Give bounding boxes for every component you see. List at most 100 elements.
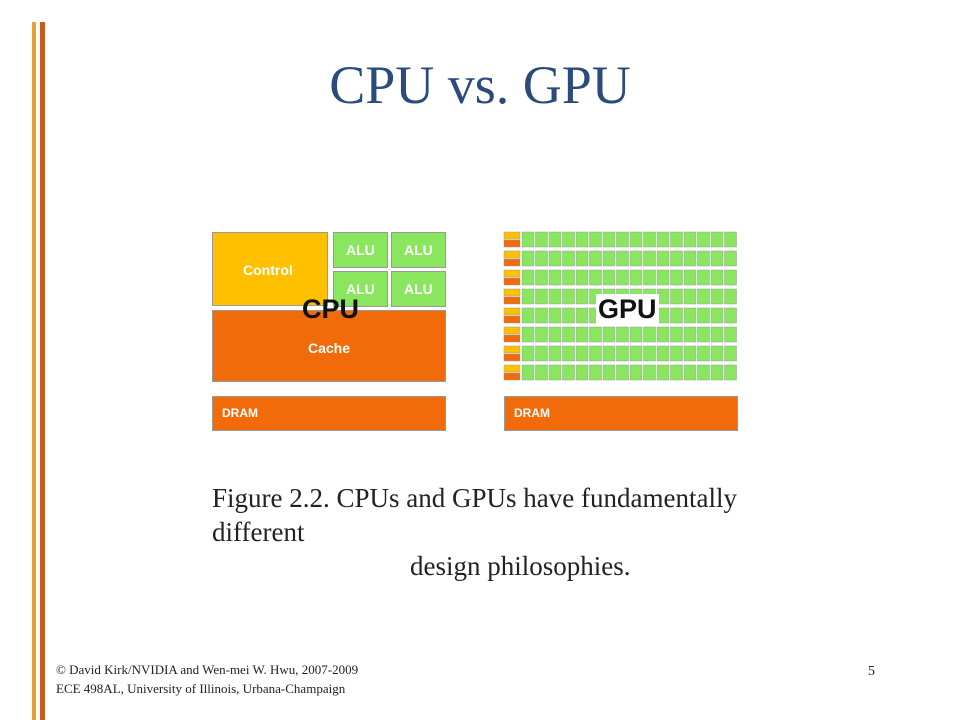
gpu-alu-cell	[602, 231, 616, 248]
gpu-dram-block: DRAM	[504, 396, 738, 431]
gpu-alu-cell	[521, 307, 535, 324]
gpu-alu-cell	[575, 326, 589, 343]
cpu-control-block: Control	[212, 232, 328, 306]
gpu-alu-cell	[710, 288, 724, 305]
gpu-alu-cell	[697, 288, 710, 305]
cpu-alu-label: ALU	[346, 281, 375, 297]
gpu-alu-cell	[548, 250, 562, 267]
gpu-alu-cell	[697, 345, 710, 362]
gpu-alu-cell	[535, 231, 548, 248]
gpu-alu-cell	[670, 269, 683, 286]
gpu-alu-cell	[535, 269, 548, 286]
gpu-alu-cell	[562, 345, 575, 362]
cpu-alu-block: ALU	[333, 271, 388, 307]
gpu-alu-cell	[589, 345, 602, 362]
footer: © David Kirk/NVIDIA and Wen-mei W. Hwu, …	[56, 660, 358, 698]
cpu-alu-label: ALU	[404, 242, 433, 258]
gpu-alu-cell	[656, 307, 670, 324]
gpu-alu-cell	[656, 326, 670, 343]
gpu-alu-cell	[643, 345, 656, 362]
gpu-alu-cell	[697, 326, 710, 343]
cpu-control-label: Control	[243, 262, 293, 278]
gpu-cache-cell	[503, 315, 521, 324]
gpu-alu-cell	[670, 250, 683, 267]
gpu-alu-cell	[562, 288, 575, 305]
gpu-cache-cell	[503, 239, 521, 248]
gpu-alu-cell	[683, 345, 697, 362]
gpu-alu-cell	[710, 364, 724, 381]
gpu-alu-cell	[548, 231, 562, 248]
gpu-alu-cell	[670, 231, 683, 248]
gpu-alu-cell	[548, 364, 562, 381]
gpu-control-cell	[503, 269, 521, 278]
gpu-alu-cell	[710, 326, 724, 343]
gpu-alu-cell	[683, 250, 697, 267]
gpu-alu-cell	[589, 364, 602, 381]
gpu-alu-cell	[535, 250, 548, 267]
cpu-dram-label: DRAM	[222, 406, 258, 420]
gpu-alu-cell	[616, 364, 629, 381]
footer-course: ECE 498AL, University of Illinois, Urban…	[56, 681, 346, 696]
gpu-alu-cell	[629, 326, 643, 343]
gpu-alu-cell	[616, 326, 629, 343]
gpu-alu-cell	[724, 250, 737, 267]
gpu-alu-cell	[602, 269, 616, 286]
gpu-alu-cell	[697, 231, 710, 248]
gpu-alu-cell	[589, 250, 602, 267]
gpu-alu-cell	[683, 364, 697, 381]
gpu-control-cell	[503, 326, 521, 335]
gpu-control-cell	[503, 364, 521, 373]
gpu-alu-cell	[697, 269, 710, 286]
gpu-alu-cell	[643, 231, 656, 248]
gpu-alu-cell	[724, 364, 737, 381]
gpu-alu-cell	[602, 345, 616, 362]
gpu-alu-cell	[548, 269, 562, 286]
slide-title: CPU vs. GPU	[329, 55, 631, 115]
gpu-alu-cell	[629, 231, 643, 248]
gpu-control-cell	[503, 307, 521, 316]
gpu-alu-cell	[521, 326, 535, 343]
gpu-alu-cell	[656, 231, 670, 248]
gpu-alu-cell	[575, 269, 589, 286]
gpu-alu-cell	[602, 250, 616, 267]
gpu-alu-cell	[589, 231, 602, 248]
cpu-cache-block: Cache	[212, 310, 446, 382]
gpu-alu-cell	[629, 250, 643, 267]
gpu-alu-cell	[548, 326, 562, 343]
footer-copyright: © David Kirk/NVIDIA and Wen-mei W. Hwu, …	[56, 662, 359, 677]
gpu-alu-cell	[562, 364, 575, 381]
gpu-alu-cell	[562, 326, 575, 343]
gpu-alu-cell	[535, 307, 548, 324]
gpu-alu-cell	[670, 307, 683, 324]
gpu-alu-cell	[697, 307, 710, 324]
gpu-alu-cell	[710, 345, 724, 362]
gpu-alu-cell	[656, 288, 670, 305]
gpu-alu-cell	[521, 345, 535, 362]
gpu-control-cell	[503, 231, 521, 240]
gpu-alu-cell	[616, 345, 629, 362]
accent-bar-left	[32, 22, 36, 720]
gpu-alu-cell	[629, 364, 643, 381]
gpu-alu-cell	[629, 269, 643, 286]
gpu-alu-cell	[575, 345, 589, 362]
gpu-alu-cell	[575, 307, 589, 324]
gpu-alu-cell	[710, 231, 724, 248]
gpu-alu-cell	[602, 364, 616, 381]
gpu-alu-cell	[710, 250, 724, 267]
gpu-alu-cell	[724, 231, 737, 248]
gpu-alu-cell	[589, 326, 602, 343]
cpu-alu-block: ALU	[391, 271, 446, 307]
gpu-alu-cell	[683, 307, 697, 324]
gpu-alu-cell	[535, 364, 548, 381]
gpu-alu-cell	[683, 288, 697, 305]
gpu-alu-cell	[616, 231, 629, 248]
gpu-alu-cell	[616, 269, 629, 286]
gpu-alu-cell	[643, 269, 656, 286]
cpu-cache-label: Cache	[308, 340, 351, 356]
gpu-cache-cell	[503, 296, 521, 305]
gpu-alu-cell	[656, 269, 670, 286]
gpu-alu-cell	[643, 326, 656, 343]
gpu-cache-cell	[503, 277, 521, 286]
gpu-alu-cell	[724, 326, 737, 343]
